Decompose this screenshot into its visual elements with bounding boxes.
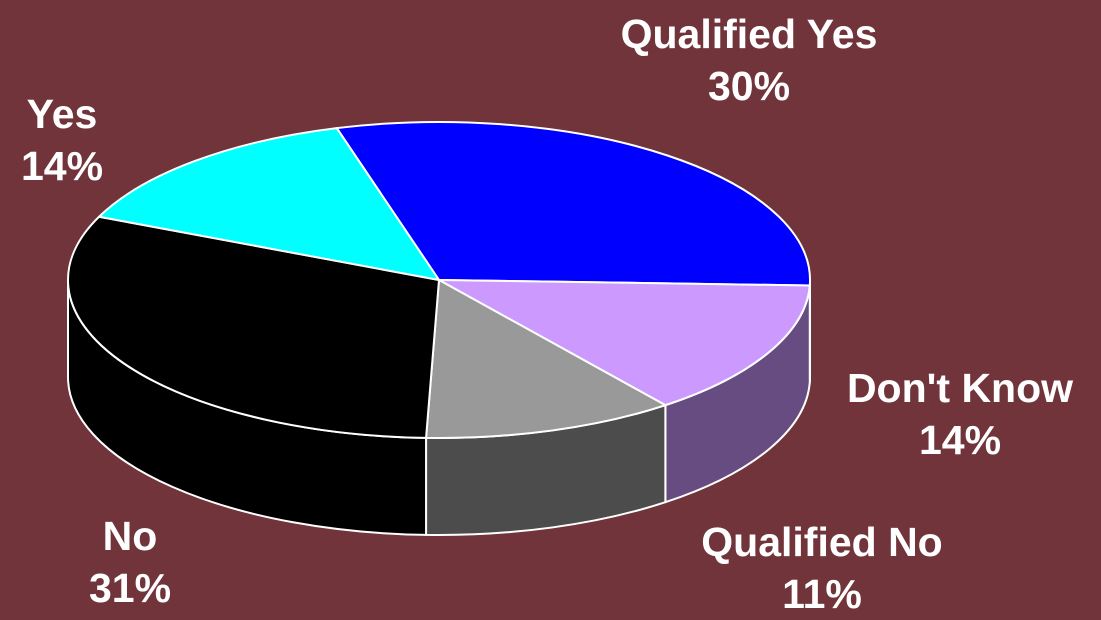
label-qualified-yes: Qualified Yes 30%: [621, 8, 878, 112]
label-dont-know-value: 14%: [847, 414, 1073, 466]
label-qualified-yes-value: 30%: [621, 60, 878, 112]
label-yes-value: 14%: [21, 140, 103, 192]
label-qualified-no-name: Qualified No: [701, 516, 942, 568]
label-yes-name: Yes: [21, 88, 103, 140]
label-qualified-yes-name: Qualified Yes: [621, 8, 878, 60]
label-dont-know-name: Don't Know: [847, 362, 1073, 414]
label-no-name: No: [89, 510, 171, 562]
label-yes: Yes 14%: [21, 88, 103, 192]
label-no: No 31%: [89, 510, 171, 614]
label-qualified-no: Qualified No 11%: [701, 516, 942, 620]
label-no-value: 31%: [89, 562, 171, 614]
label-qualified-no-value: 11%: [701, 568, 942, 620]
label-dont-know: Don't Know 14%: [847, 362, 1073, 466]
pie-tops: [68, 122, 810, 438]
